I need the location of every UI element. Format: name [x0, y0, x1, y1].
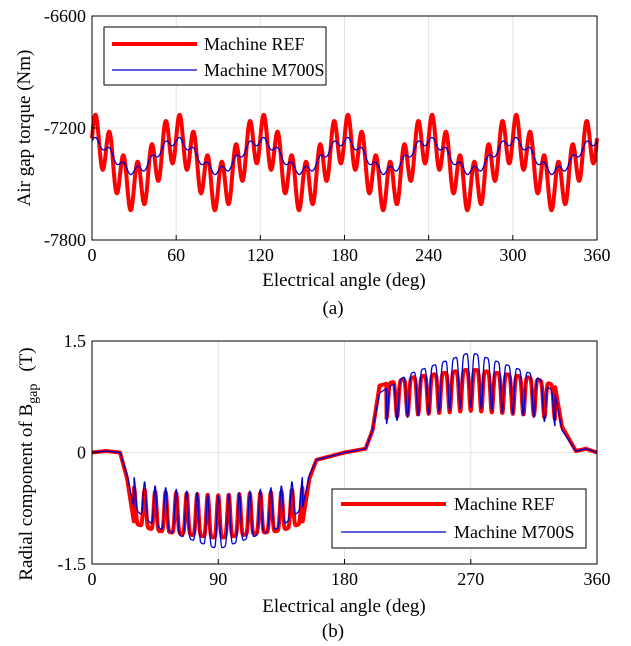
b-ticks: 0 90 180 270 360-1.501.5 — [58, 331, 611, 589]
x-tick-label: 0 — [88, 245, 97, 265]
y-tick-label: 1.5 — [64, 331, 87, 351]
a-xlabel: Electrical angle (deg) — [262, 270, 426, 291]
b-ylabel: Radial component of Bgap (T) — [16, 347, 41, 580]
x-tick-label: 180 — [331, 569, 358, 589]
x-tick-label: 240 — [415, 245, 442, 265]
x-tick-label: 120 — [247, 245, 274, 265]
a-legend-box — [103, 26, 327, 86]
x-tick-label: 360 — [584, 245, 611, 265]
b-ylabel-subscript: gap — [26, 384, 41, 404]
x-tick-label: 300 — [499, 245, 526, 265]
y-tick-label: -7200 — [44, 118, 86, 138]
b-ylabel-unit: (T) — [16, 347, 37, 371]
y-tick-label: 0 — [77, 443, 86, 463]
panel-a: 0 60 120 180 240 300 360 -7800 -7200 -6600 Electr… — [14, 6, 611, 319]
b-legend-label-ref: Machine REF — [454, 494, 555, 514]
a-lines — [90, 112, 599, 213]
x-tick-label: 90 — [209, 569, 227, 589]
x-tick-label: 270 — [457, 569, 484, 589]
x-tick-label: 60 — [167, 245, 185, 265]
y-tick-label: -1.5 — [58, 554, 87, 574]
y-tick-label: -7800 — [44, 230, 86, 250]
b-xlabel: Electrical angle (deg) — [262, 596, 426, 617]
panel-b: 0 90 180 270 360-1.501.5 Electrical angle (d… — [16, 331, 611, 642]
b-legend-box — [331, 488, 587, 549]
x-tick-label: 360 — [584, 569, 611, 589]
a-series-machine-ref — [90, 112, 599, 213]
a-panel-label: (a) — [322, 298, 343, 319]
a-ticks: 0 60 120 180 240 300 360 -7800 -7200 -6600 — [44, 6, 611, 265]
a-legend: Machine REF Machine M700S — [103, 26, 327, 86]
b-ylabel-main: Radial component of B — [16, 404, 37, 581]
a-series-machine-m700s — [91, 136, 598, 176]
a-ylabel: Air gap torque (Nm) — [14, 50, 35, 207]
x-tick-label: 180 — [331, 245, 358, 265]
b-panel-label: (b) — [322, 621, 344, 642]
y-tick-label: -6600 — [44, 6, 86, 26]
b-ylabel-group: Radial component of Bgap (T) — [16, 347, 41, 580]
a-legend-label-ref: Machine REF — [204, 34, 305, 54]
b-legend-label-m700s: Machine M700S — [454, 522, 575, 542]
b-legend: Machine REF Machine M700S — [331, 488, 587, 549]
b-lines — [90, 353, 599, 549]
a-legend-label-m700s: Machine M700S — [204, 60, 325, 80]
b-series-machine-m700s — [91, 353, 598, 549]
x-tick-label: 0 — [88, 569, 97, 589]
